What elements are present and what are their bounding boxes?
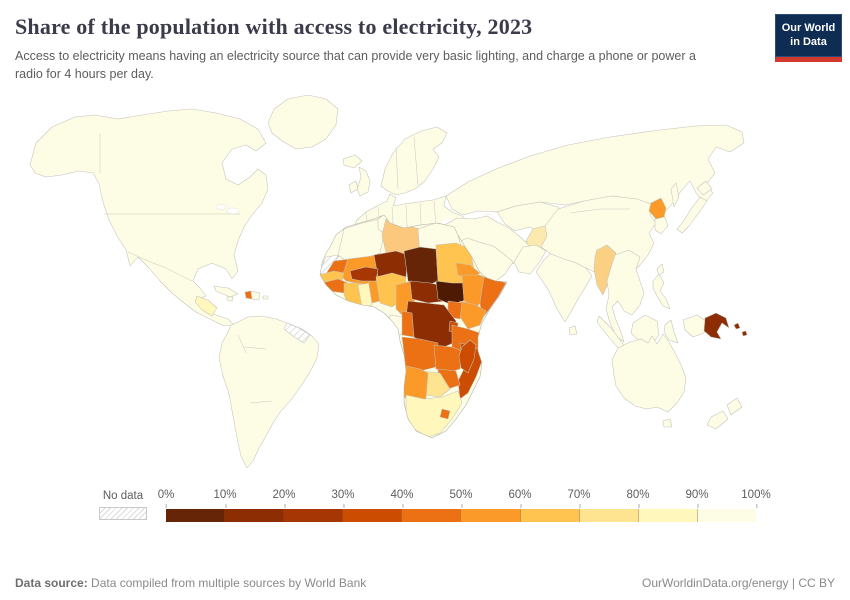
country-chad[interactable] xyxy=(403,246,439,288)
country-philippines[interactable] xyxy=(652,273,671,310)
country-ireland[interactable] xyxy=(348,180,359,194)
country-ghana[interactable] xyxy=(357,282,373,308)
country-sulawesi[interactable] xyxy=(663,319,679,344)
great-lakes-2 xyxy=(226,208,240,215)
legend-bin-40-50[interactable] xyxy=(401,509,461,523)
owid-url-license-link[interactable]: OurWorldinData.org/energy | CC BY xyxy=(642,576,835,590)
legend-tick-90: 90% xyxy=(685,489,709,509)
country-sakhalin xyxy=(670,182,680,208)
legend-bin-30-40[interactable] xyxy=(342,509,402,523)
country-solomon-islands[interactable] xyxy=(733,322,748,337)
region-indochina[interactable] xyxy=(605,249,645,343)
country-iceland[interactable] xyxy=(342,154,363,169)
country-south-africa[interactable] xyxy=(405,390,463,438)
data-source-label: Data source: xyxy=(15,576,88,590)
country-new-zealand-south[interactable] xyxy=(706,410,729,430)
country-congo[interactable] xyxy=(401,310,415,338)
world-choropleth-map xyxy=(29,94,748,469)
page-title: Share of the population with access to e… xyxy=(15,14,533,39)
borders-south-america xyxy=(237,335,273,404)
map-legend: No data 0% 10% 20% 30% 40% 50% 60% 70% 8… xyxy=(99,489,771,525)
country-australia[interactable] xyxy=(611,333,687,413)
country-west-new-guinea[interactable] xyxy=(682,314,707,338)
legend-bin-90-100[interactable] xyxy=(696,509,756,523)
region-north-america[interactable] xyxy=(29,108,269,327)
country-taiwan[interactable] xyxy=(656,263,665,276)
country-new-zealand-north[interactable] xyxy=(726,397,743,416)
country-papua-new-guinea[interactable] xyxy=(703,312,730,340)
legend-bin-50-60[interactable] xyxy=(460,509,520,523)
legend-color-bar xyxy=(166,509,756,523)
country-japan-honshu[interactable] xyxy=(676,196,708,234)
no-data-swatch[interactable] xyxy=(99,507,147,521)
legend-tick-70: 70% xyxy=(567,489,591,509)
legend-ticks: 0% 10% 20% 30% 40% 50% 60% 70% 80% 90% 1… xyxy=(158,489,771,509)
legend-tick-0: 0% xyxy=(157,489,175,509)
legend-tick-10: 10% xyxy=(213,489,237,509)
border-us-canada xyxy=(99,133,240,282)
legend-tick-100: 100% xyxy=(741,489,771,509)
country-dominican-republic[interactable] xyxy=(250,290,261,301)
country-madagascar[interactable] xyxy=(458,339,477,374)
country-zambia[interactable] xyxy=(433,344,463,374)
country-jamaica[interactable] xyxy=(226,296,234,302)
country-honduras-nicaragua[interactable] xyxy=(194,295,218,317)
country-japan-hokkaido[interactable] xyxy=(696,180,713,196)
africa-outline xyxy=(319,214,508,439)
owid-logo-red-bar xyxy=(775,56,842,62)
country-angola[interactable] xyxy=(401,336,439,372)
country-sri-lanka[interactable] xyxy=(568,325,578,336)
legend-tick-30: 30% xyxy=(331,489,355,509)
country-cuba[interactable] xyxy=(213,285,239,298)
country-tasmania[interactable] xyxy=(662,418,673,428)
country-united-kingdom[interactable] xyxy=(356,166,371,197)
country-lesotho[interactable] xyxy=(439,408,451,420)
owid-logo-line1: Our World xyxy=(781,22,836,34)
country-gabon[interactable] xyxy=(387,314,405,336)
owid-logo-line2: in Data xyxy=(790,35,827,48)
legend-tick-20: 20% xyxy=(272,489,296,509)
legend-bin-0-10[interactable] xyxy=(166,509,225,523)
data-source-text: Data compiled from multiple sources by W… xyxy=(87,576,367,590)
legend-bin-70-80[interactable] xyxy=(578,509,638,523)
legend-tick-40: 40% xyxy=(390,489,414,509)
country-north-korea[interactable] xyxy=(648,197,667,220)
no-data-label: No data xyxy=(102,490,144,503)
region-guyanas-no-data[interactable] xyxy=(283,322,311,344)
legend-tick-80: 80% xyxy=(626,489,650,509)
legend-bin-10-20[interactable] xyxy=(224,509,284,523)
legend-bin-60-70[interactable] xyxy=(519,509,579,523)
country-pakistan[interactable] xyxy=(513,244,547,275)
great-lakes xyxy=(215,204,227,210)
legend-bin-80-90[interactable] xyxy=(637,509,697,523)
chart-header: Share of the population with access to e… xyxy=(0,0,850,83)
chart-subtitle: Access to electricity means having an el… xyxy=(15,49,696,82)
country-greenland[interactable] xyxy=(267,94,339,150)
owid-logo[interactable]: Our World in Data xyxy=(775,14,842,62)
country-burkina-faso[interactable] xyxy=(349,266,379,282)
legend-bin-20-30[interactable] xyxy=(283,509,343,523)
legend-tick-60: 60% xyxy=(508,489,532,509)
country-myanmar[interactable] xyxy=(593,244,617,296)
data-source-note: Data source: Data compiled from multiple… xyxy=(15,576,366,590)
legend-tick-50: 50% xyxy=(449,489,473,509)
chart-footer: Data source: Data compiled from multiple… xyxy=(15,576,835,590)
country-puerto-rico[interactable] xyxy=(262,295,269,300)
border-mongolia xyxy=(569,209,630,214)
